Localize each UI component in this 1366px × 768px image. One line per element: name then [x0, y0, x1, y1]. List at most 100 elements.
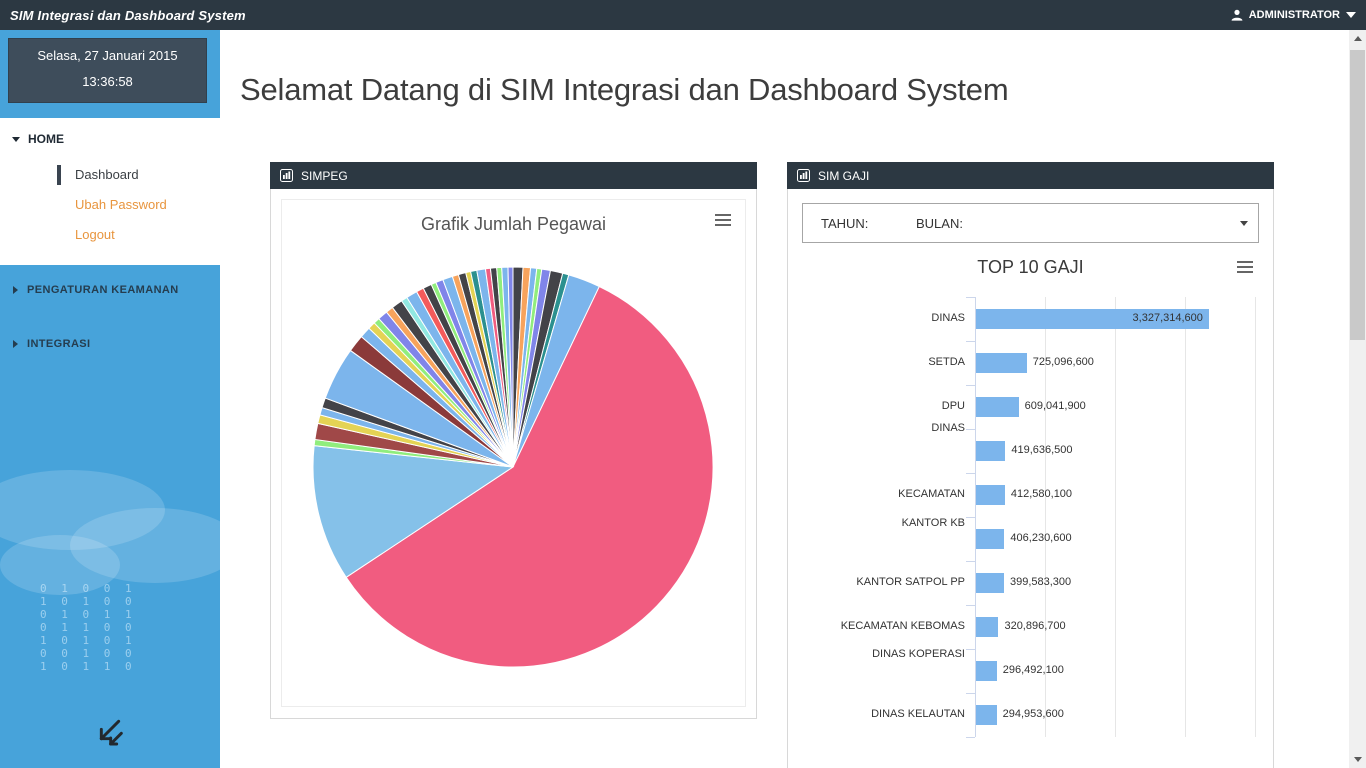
panel-simpeg-body: Grafik Jumlah Pegawai	[270, 189, 757, 719]
bar	[976, 617, 998, 637]
sidebar-item-label: INTEGRASI	[27, 338, 91, 350]
bar-category-label: KANTOR KB	[901, 517, 965, 529]
y-axis-line	[975, 297, 976, 737]
vertical-scrollbar[interactable]	[1349, 30, 1366, 768]
pie-slice	[312, 445, 515, 579]
pie-chart-title: Grafik Jumlah Pegawai	[420, 214, 607, 234]
sidebar-item-label: Dashboard	[75, 167, 139, 182]
app-title: SIM Integrasi dan Dashboard System	[10, 7, 246, 23]
bar-value-label: 412,580,100	[1010, 488, 1073, 500]
panel-title: SIM GAJI	[818, 168, 870, 183]
scroll-down-button[interactable]	[1349, 751, 1366, 768]
axis-tick	[966, 693, 975, 694]
gridline	[1045, 297, 1046, 737]
scroll-up-button[interactable]	[1349, 30, 1366, 47]
binary-row: 0 1 0 1 1	[40, 608, 136, 621]
axis-tick	[966, 429, 975, 430]
bar-value-label: 296,492,100	[1002, 664, 1064, 676]
bar-chart-icon	[797, 169, 810, 182]
person-icon	[1231, 9, 1243, 21]
bar-category-label: DINAS KELAUTAN	[871, 708, 965, 720]
sidebar-item-home[interactable]: HOME	[0, 118, 220, 146]
gridline	[1255, 297, 1256, 737]
chevron-down-icon	[12, 136, 20, 142]
bar-value-label: 725,096,600	[1032, 356, 1094, 368]
bar-category-label: KECAMATAN	[898, 488, 965, 500]
axis-tick	[966, 341, 975, 342]
bar-value-label: 294,953,600	[1002, 708, 1064, 720]
bar-value-label: 609,041,900	[1024, 400, 1086, 412]
pie-chart	[308, 262, 718, 677]
bar-category-label: SETDA	[928, 356, 965, 368]
period-select[interactable]: TAHUN: BULAN:	[802, 203, 1259, 243]
axis-tick	[966, 737, 975, 738]
bar-category-label: DPU	[941, 400, 965, 412]
top-navbar: SIM Integrasi dan Dashboard System ADMIN…	[0, 0, 1366, 30]
axis-tick	[966, 385, 975, 386]
clock-time: 13:36:58	[82, 74, 133, 89]
bar-chart-container: TOP 10 GAJI DINAS 3,327,314,600 SETDA 725,0…	[802, 251, 1259, 768]
axis-tick	[966, 649, 975, 650]
bar-chart-title: TOP 10 GAJI	[977, 257, 1084, 277]
bar	[976, 573, 1004, 593]
bar	[976, 441, 1005, 461]
bar-chart-icon	[280, 169, 293, 182]
dropdown-caret-icon	[1240, 221, 1248, 226]
bar-category-label: KECAMATAN KEBOMAS	[840, 620, 965, 632]
sidebar-item-label: HOME	[28, 132, 64, 146]
axis-tick	[966, 561, 975, 562]
chart-context-menu-icon[interactable]	[1237, 261, 1253, 276]
bar-value-label: 419,636,500	[1011, 444, 1073, 456]
panel-title: SIMPEG	[301, 168, 348, 183]
sidebar-item-integrasi[interactable]: INTEGRASI	[0, 326, 220, 362]
sidebar-item-ubah-password[interactable]: Ubah Password	[0, 190, 220, 220]
panel-sim-gaji-body: TAHUN: BULAN: TOP 10 GAJI DINAS 3,327,314…	[787, 189, 1274, 768]
clock-widget: Selasa, 27 Januari 2015 13:36:58	[8, 38, 207, 103]
sidebar-item-logout[interactable]: Logout	[0, 220, 220, 250]
pie-chart-container: Grafik Jumlah Pegawai	[281, 199, 746, 707]
bar	[976, 661, 997, 681]
chevron-down-icon	[1346, 12, 1356, 18]
sidebar-item-label: PENGATURAN KEAMANAN	[27, 284, 179, 296]
axis-tick	[966, 517, 975, 518]
sidebar-item-dashboard[interactable]: Dashboard	[0, 160, 220, 190]
bar-category-label: DINAS	[931, 312, 965, 324]
binary-row: 1 0 1 0 0	[40, 595, 136, 608]
chevron-right-icon	[13, 340, 18, 348]
bar	[976, 529, 1004, 549]
axis-tick	[966, 473, 975, 474]
bar-value-label: 399,583,300	[1009, 576, 1072, 588]
bar	[976, 397, 1019, 417]
cloud-decoration	[70, 508, 220, 583]
active-indicator	[57, 165, 61, 185]
axis-tick	[966, 297, 975, 298]
home-menu-panel: HOME Dashboard Ubah Password Logout	[0, 118, 220, 265]
binary-row: 0 0 1 0 0	[40, 647, 136, 660]
cloud-decoration	[0, 535, 120, 595]
chart-context-menu-icon[interactable]	[715, 214, 731, 229]
user-menu-label: ADMINISTRATOR	[1248, 9, 1340, 21]
panel-sim-gaji: SIM GAJI TAHUN: BULAN: TOP 10 GAJI DINAS…	[787, 162, 1274, 768]
scrollbar-thumb[interactable]	[1350, 50, 1365, 340]
bar-category-label: KANTOR SATPOL PP	[856, 576, 965, 588]
bar	[976, 309, 1209, 329]
bar-category-label: DINAS	[931, 422, 965, 434]
bar-category-label: DINAS KOPERASI	[872, 648, 965, 660]
bulan-label: BULAN:	[916, 216, 963, 231]
bar-plot: DINAS 3,327,314,600 SETDA 725,096,600 DPU 609…	[802, 297, 1259, 738]
cloud-decoration	[0, 470, 165, 550]
bar	[976, 485, 1005, 505]
user-menu[interactable]: ADMINISTRATOR	[1231, 9, 1356, 21]
binary-row: 0 1 1 0 0	[40, 621, 136, 634]
gridline	[1115, 297, 1116, 737]
panel-simpeg-header: SIMPEG	[270, 162, 757, 189]
sidebar-item-pengaturan-keamanan[interactable]: PENGATURAN KEAMANAN	[0, 272, 220, 308]
axis-tick	[966, 605, 975, 606]
main-content: Selamat Datang di SIM Integrasi dan Dash…	[220, 30, 1349, 768]
chevron-right-icon	[13, 286, 18, 294]
binary-row: 1 0 1 1 0	[40, 660, 136, 673]
bar-value-label: 406,230,600	[1010, 532, 1072, 544]
collapse-sidebar-icon[interactable]	[92, 716, 124, 753]
gridline	[1185, 297, 1186, 737]
